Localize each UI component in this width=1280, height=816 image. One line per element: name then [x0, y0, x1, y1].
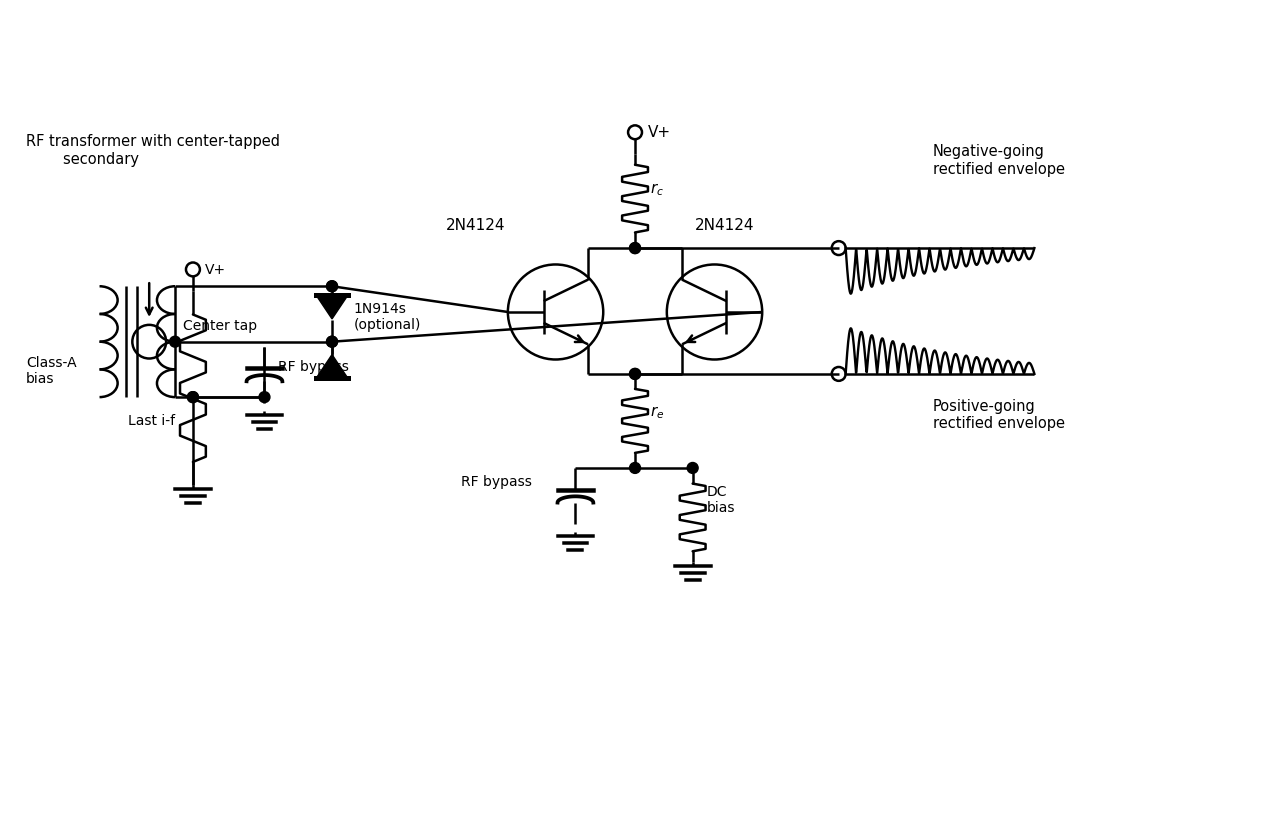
Polygon shape [316, 295, 348, 319]
Text: 2N4124: 2N4124 [447, 218, 506, 233]
Text: RF bypass: RF bypass [278, 361, 349, 375]
Text: V+: V+ [648, 125, 671, 140]
Circle shape [630, 242, 640, 254]
Circle shape [326, 336, 338, 347]
Text: Last i-f: Last i-f [128, 414, 175, 428]
Text: Center tap: Center tap [183, 319, 257, 333]
Text: $r_e$: $r_e$ [650, 404, 664, 421]
Text: Class-A
bias: Class-A bias [26, 356, 77, 386]
Polygon shape [316, 354, 348, 379]
Circle shape [326, 336, 338, 347]
Circle shape [630, 463, 640, 473]
Text: $r_c$: $r_c$ [650, 182, 664, 198]
Circle shape [187, 392, 198, 402]
Text: Positive-going
rectified envelope: Positive-going rectified envelope [933, 399, 1065, 432]
Text: Negative-going
rectified envelope: Negative-going rectified envelope [933, 144, 1065, 177]
Circle shape [326, 281, 338, 291]
Circle shape [630, 369, 640, 379]
Text: RF bypass: RF bypass [461, 475, 532, 489]
Circle shape [326, 281, 338, 291]
Text: 2N4124: 2N4124 [695, 218, 754, 233]
Circle shape [630, 369, 640, 379]
Circle shape [687, 463, 698, 473]
Circle shape [259, 392, 270, 402]
Text: RF transformer with center-tapped
        secondary: RF transformer with center-tapped second… [26, 134, 280, 166]
Text: V+: V+ [205, 264, 227, 277]
Text: 1N914s
(optional): 1N914s (optional) [353, 302, 421, 332]
Text: DC
bias: DC bias [707, 486, 735, 516]
Circle shape [630, 242, 640, 254]
Circle shape [169, 336, 180, 347]
Circle shape [187, 392, 198, 402]
